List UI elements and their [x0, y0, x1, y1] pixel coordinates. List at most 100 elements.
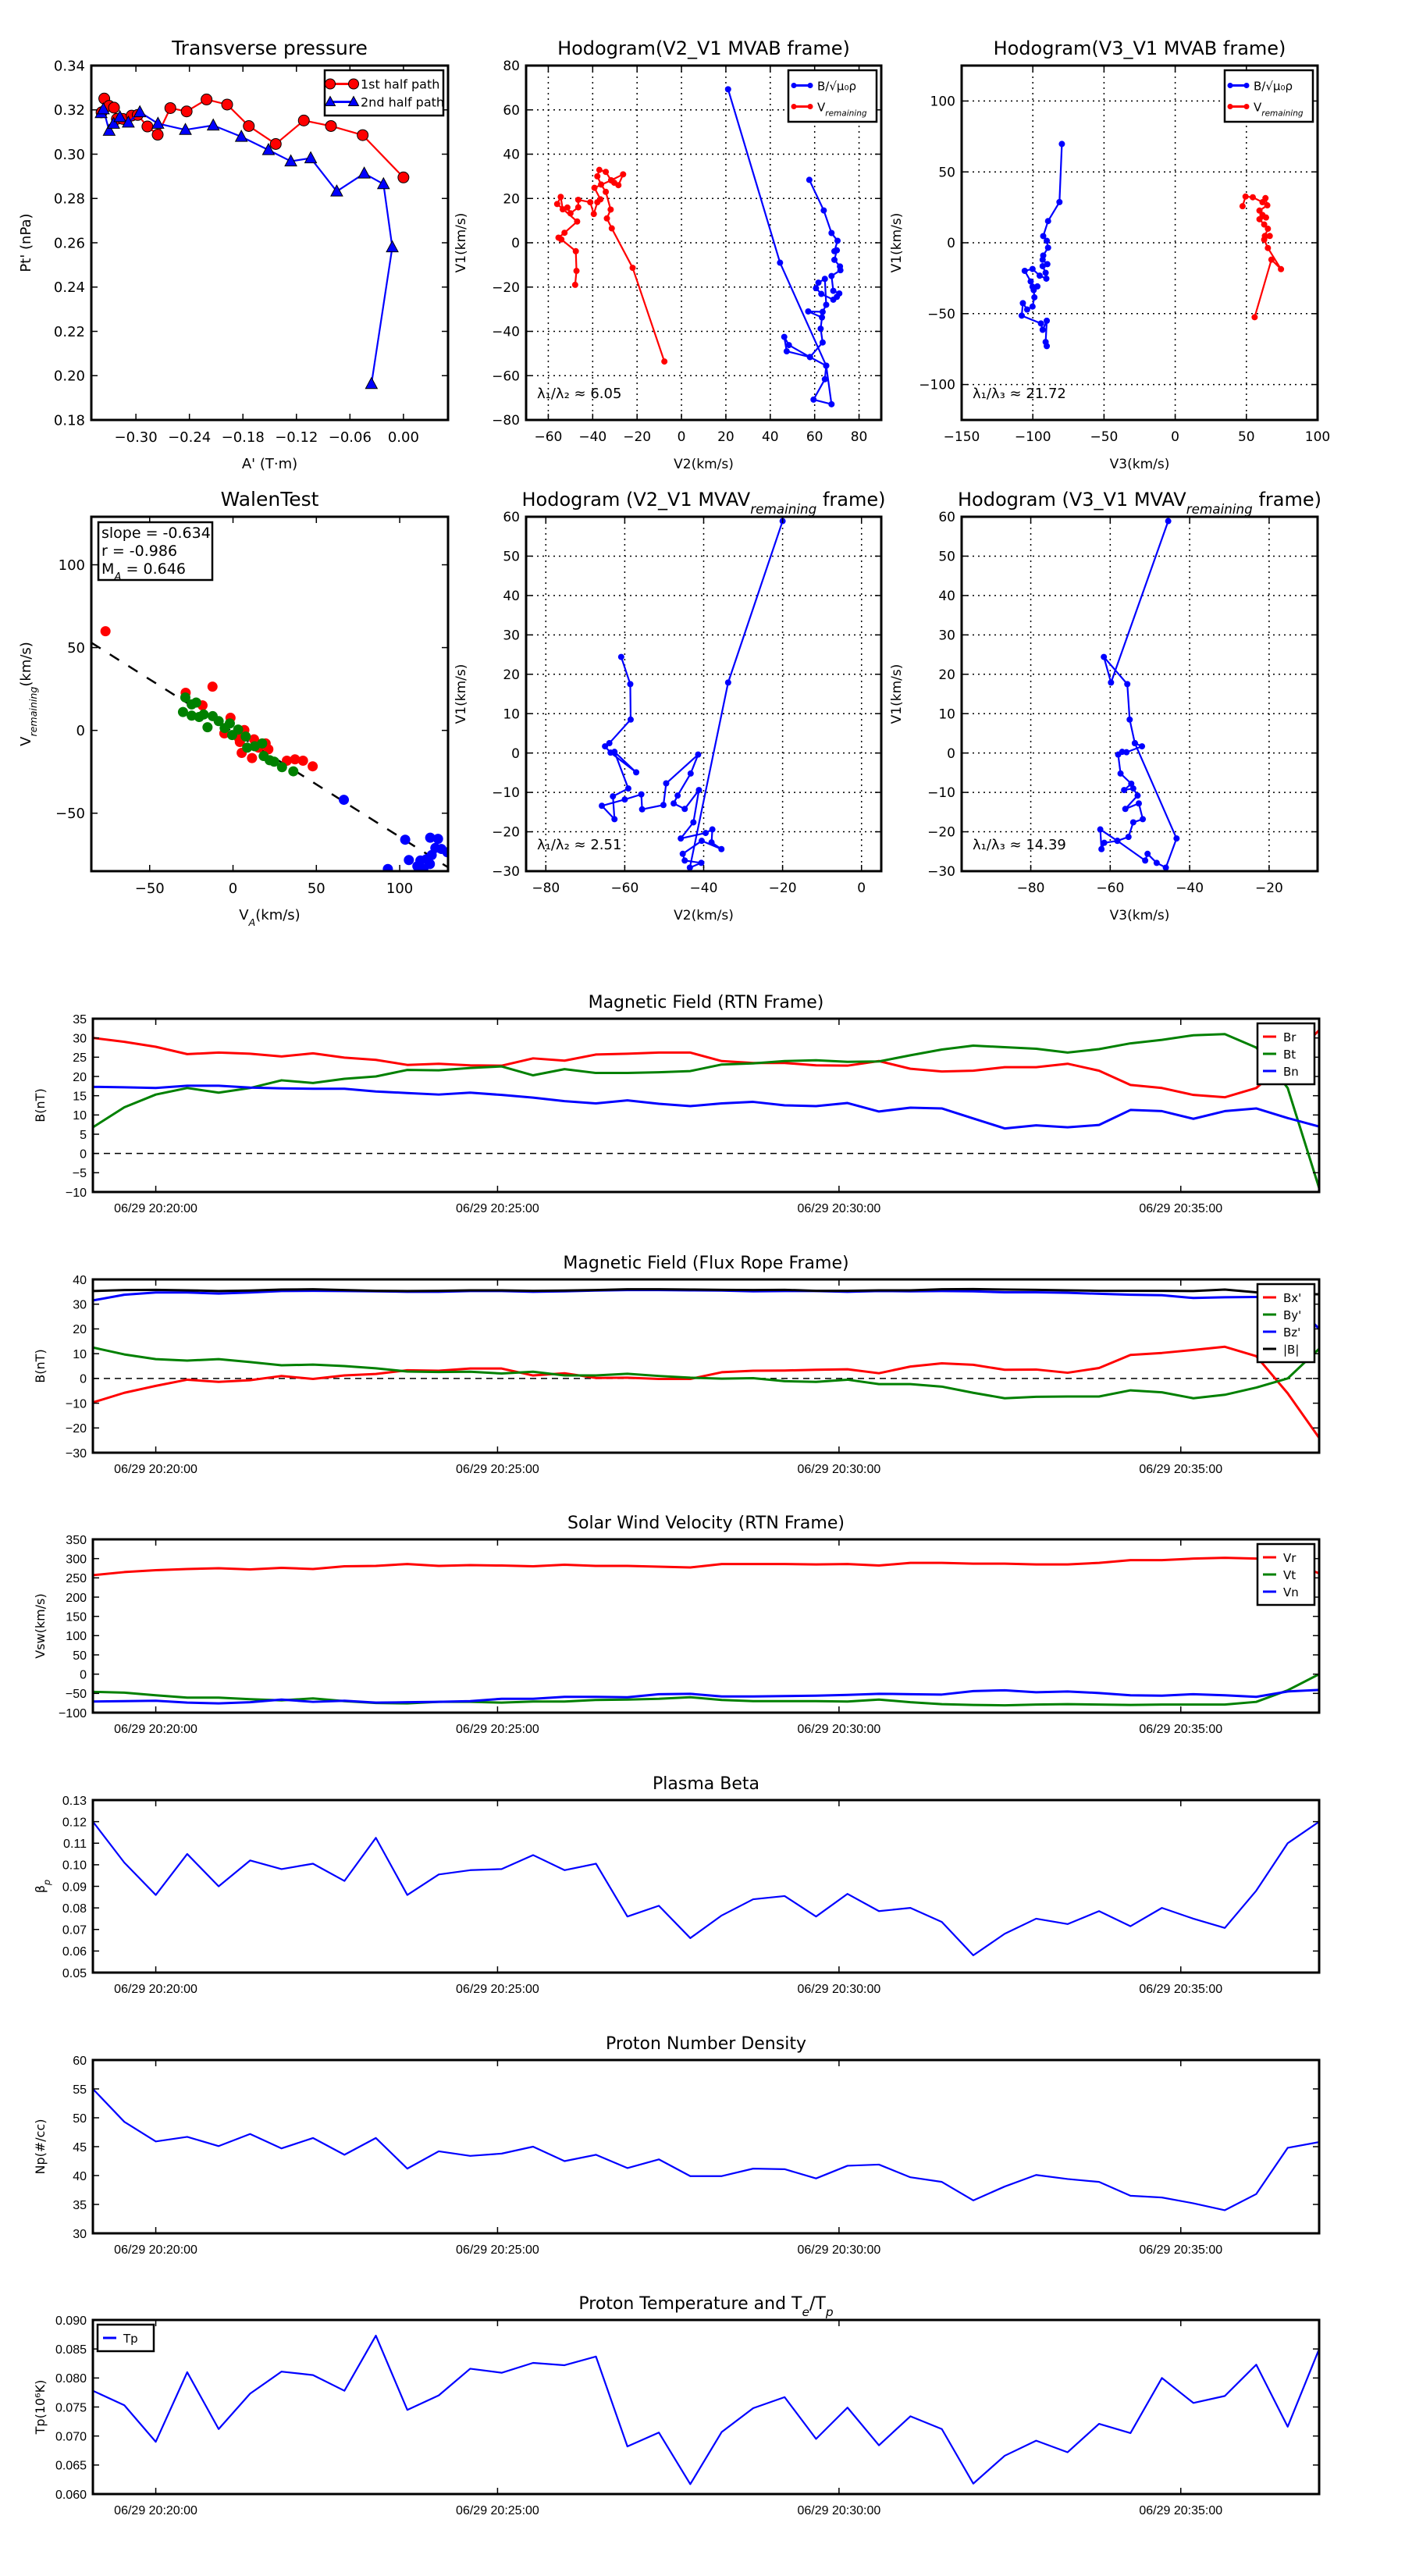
y-tick-label: 30: [503, 628, 520, 643]
series-0: [93, 2088, 1319, 2211]
data-point: [1266, 233, 1273, 240]
series-line: [600, 521, 784, 869]
y-tick-label: −20: [492, 825, 520, 841]
data-point: [660, 802, 667, 809]
data-point: [1140, 816, 1147, 823]
legend-entry: Vn: [1263, 1585, 1299, 1599]
y-tick-label: 200: [66, 1592, 87, 1605]
legend-marker: [325, 78, 336, 90]
data-point: [1278, 265, 1285, 272]
x-tick-label: 0: [229, 881, 237, 897]
y-axis-label-text: V: [18, 736, 34, 746]
x-tick-label: 0: [857, 881, 866, 896]
y-tick-label: −10: [66, 1397, 87, 1411]
legend-entry: Vt: [1263, 1568, 1296, 1582]
data-point: [1259, 212, 1266, 219]
legend-label-sub: remaining: [825, 109, 867, 119]
data-point: [834, 237, 841, 244]
x-tick-label: 06/29 20:20:00: [114, 1463, 197, 1476]
x-axis-label-sub: A: [248, 916, 256, 928]
y-tick-label: 50: [503, 550, 520, 565]
data-point: [633, 769, 640, 776]
data-point: [558, 236, 565, 243]
x-tick-label: 06/29 20:20:00: [114, 1202, 197, 1215]
x-tick-label: 06/29 20:25:00: [456, 1463, 539, 1476]
y-tick-label: 100: [930, 94, 955, 110]
data-point: [180, 692, 190, 703]
data-point: [339, 795, 350, 806]
legend: Tp: [96, 2323, 155, 2353]
legend-label: Vn: [1283, 1585, 1299, 1599]
y-tick-label: −30: [66, 1447, 87, 1461]
data-point: [376, 176, 390, 190]
x-tick-label: 06/29 20:30:00: [798, 1983, 881, 1996]
legend-entry: Vremaining: [791, 101, 867, 119]
data-point: [421, 854, 432, 865]
chart-walen-test: −50 0 50 100−50050100WalenTestVA(km/s)Vrema…: [18, 488, 450, 928]
y-tick-label: 0.07: [62, 1924, 87, 1937]
plot-area: [93, 1029, 1319, 1189]
y-tick-label: 0.30: [54, 147, 85, 163]
y-tick-label: 40: [938, 589, 955, 604]
y-tick-label: −60: [492, 368, 520, 384]
data-point: [1239, 203, 1246, 210]
data-point: [240, 731, 251, 742]
legend-entry: Bz': [1263, 1325, 1300, 1340]
legend-entry: Tp: [103, 2332, 138, 2346]
y-axis-label: Vsw(km/s): [33, 1593, 48, 1658]
x-tick-label: −20: [769, 881, 797, 896]
data-point: [1027, 278, 1034, 285]
y-tick-label: 0: [80, 1373, 87, 1386]
stats-line-text: r: [101, 543, 108, 560]
data-point: [1044, 343, 1051, 350]
data-point: [1129, 785, 1136, 792]
data-point: [1128, 781, 1135, 788]
series-1: [1239, 193, 1285, 321]
legend-entry: Bx': [1263, 1291, 1301, 1305]
series-line: [93, 1820, 1319, 1956]
data-point: [1131, 740, 1138, 747]
chart-magnetic-field-flux-rope: 06/29 20:20:00 06/29 20:25:00 06/29 20:30:…: [33, 1254, 1321, 1476]
y-tick-label: 0.090: [55, 2314, 87, 2328]
plot-area: [526, 517, 881, 871]
data-point: [276, 762, 287, 773]
data-point: [611, 816, 618, 823]
y-axis-label-text: β: [33, 1885, 48, 1893]
legend-label-sub: remaining: [1261, 109, 1304, 119]
data-point: [1153, 859, 1160, 866]
chart-proton-number-density: 06/29 20:20:00 06/29 20:25:00 06/29 20:30:…: [33, 2034, 1321, 2257]
data-point: [1056, 198, 1063, 205]
chart-title: Transverse pressure: [171, 37, 368, 59]
legend: 1st half path 2nd half path: [323, 69, 445, 117]
y-tick-label: 10: [503, 706, 520, 722]
y-tick-label: 150: [66, 1610, 87, 1624]
y-tick-label: 0: [76, 723, 85, 739]
y-tick-label: 0.080: [55, 2372, 87, 2386]
legend-label: Tp: [123, 2332, 138, 2346]
axes-frame: [90, 515, 450, 873]
data-point: [179, 123, 192, 135]
data-point: [177, 706, 188, 717]
chart-hodogram-v3-v1-mvav: −80 −60 −40 −20 −30 −20 −10 0 10 20 30 40 50 60Hodogr…: [889, 489, 1321, 923]
legend-entry: By': [1263, 1308, 1301, 1322]
legend: Bx' By' Bz' |B|: [1256, 1283, 1316, 1364]
data-point: [269, 137, 282, 150]
x-tick-label: −40: [690, 881, 718, 896]
stats-line-text: M: [101, 560, 114, 578]
x-tick-label: 06/29 20:35:00: [1139, 1723, 1222, 1736]
legend-label: 2nd half path: [361, 95, 444, 110]
x-tick-label: 0: [1171, 429, 1179, 445]
data-point: [561, 229, 568, 237]
data-point: [603, 188, 610, 195]
y-tick-label: 25: [73, 1051, 87, 1065]
x-tick-label: 100: [386, 881, 413, 897]
y-tick-label: 0: [947, 746, 955, 762]
x-tick-label: −0.30: [115, 429, 158, 446]
y-tick-label: 0.34: [54, 58, 85, 74]
legend-marker: [807, 83, 813, 88]
data-point: [288, 766, 299, 777]
data-point: [1019, 300, 1026, 307]
data-point: [297, 755, 308, 766]
data-point: [1043, 275, 1050, 282]
data-point: [1058, 141, 1065, 148]
